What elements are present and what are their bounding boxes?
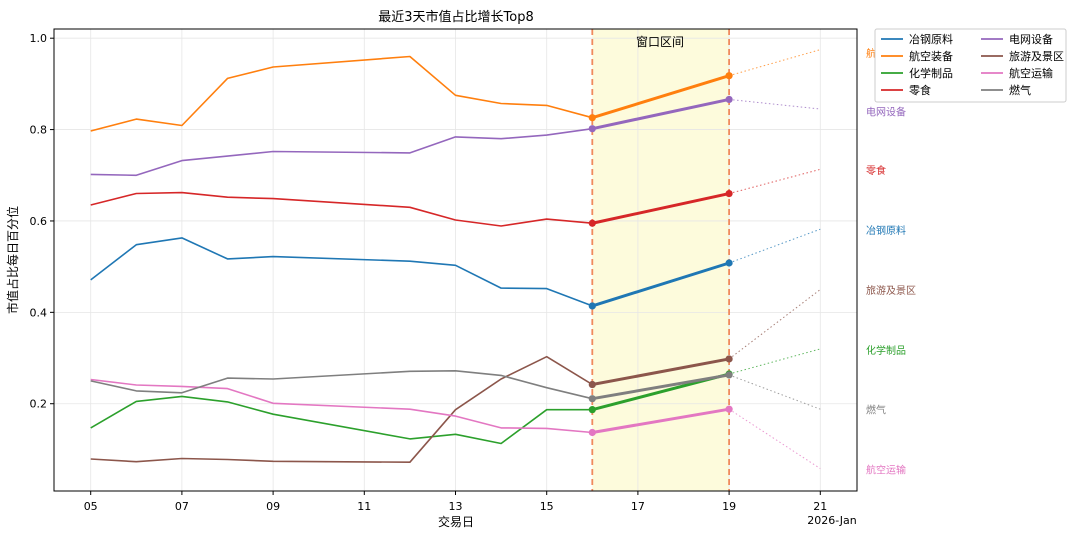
window-start-point (588, 428, 596, 437)
window-start-point (588, 406, 596, 414)
series-window-segment (590, 192, 731, 225)
right-label: 化学制品 (866, 344, 906, 357)
series-line (90, 355, 593, 464)
x-axis-suffix: 2026-Jan (807, 514, 857, 527)
series-window-segment (590, 97, 731, 131)
window-start-point (588, 114, 596, 122)
right-label: 燃气 (866, 404, 886, 417)
projection-line (728, 348, 821, 375)
series-line (90, 369, 593, 400)
legend-label: 化学制品 (909, 66, 953, 80)
x-tick-label: 15 (540, 500, 554, 513)
series-line (90, 237, 593, 307)
legend-label: 航空运输 (1009, 66, 1053, 80)
x-axis-label: 交易日 (438, 514, 474, 529)
window-end-point (725, 189, 733, 198)
y-tick-label: 0.6 (30, 215, 48, 228)
right-label: 零食 (866, 164, 886, 177)
projection-lines (728, 49, 821, 470)
series-window-segment (590, 373, 731, 401)
projection-line (728, 228, 821, 264)
projection-line (728, 49, 821, 77)
legend-label: 冶钢原料 (909, 32, 953, 46)
right-label: 电网设备 (866, 105, 906, 118)
projection-line (728, 374, 821, 410)
projection-line (728, 408, 821, 470)
series-line (90, 378, 593, 434)
right-label: 冶钢原料 (866, 224, 906, 237)
x-tick-label: 09 (266, 500, 280, 513)
y-axis: 0.2 0.4 0.6 0.8 1.0 (30, 32, 54, 411)
legend-label: 燃气 (1009, 83, 1031, 97)
x-tick-label: 13 (449, 500, 463, 513)
window-end-point (725, 355, 733, 363)
y-tick-label: 0.8 (30, 124, 48, 137)
x-tick-label: 17 (631, 500, 645, 513)
right-label: 航空运输 (866, 464, 906, 477)
window-start-point (588, 219, 596, 227)
y-axis-label: 市值占比每日百分位 (5, 206, 20, 314)
x-tick-label: 11 (357, 500, 371, 513)
projection-line (728, 168, 821, 195)
y-tick-label: 0.2 (30, 398, 48, 411)
series-line (90, 127, 593, 177)
projection-line (728, 289, 821, 360)
legend-label: 零食 (909, 83, 931, 97)
window-end-point (725, 72, 733, 80)
legend-label: 旅游及景区 (1009, 49, 1064, 63)
series-line (90, 191, 593, 227)
projection-line (729, 98, 821, 110)
series-window-segment (590, 357, 731, 387)
window-start-point (588, 395, 596, 403)
window-start-point (588, 302, 596, 310)
window-label: 窗口区间 (636, 35, 684, 49)
right-side-labels: 航空装备电网设备零食冶钢原料旅游及景区化学制品燃气航空运输 (866, 47, 916, 477)
series-lines (90, 55, 731, 464)
x-tick-label: 21 (813, 500, 827, 513)
window-end-point (725, 95, 733, 104)
window-end-point (725, 405, 733, 413)
legend-label: 航空装备 (909, 49, 953, 63)
series-line (90, 395, 593, 445)
chart-title: 最近3天市值占比增长Top8 (378, 9, 533, 25)
window-start-point (588, 380, 596, 389)
x-axis: 05 07 09 11 13 15 17 19 21 (84, 491, 827, 513)
window-start-point (588, 125, 596, 133)
right-label: 旅游及景区 (866, 284, 916, 297)
window-end-point (725, 371, 733, 379)
x-tick-label: 19 (722, 500, 736, 513)
y-tick-label: 0.4 (30, 306, 48, 319)
legend-label: 电网设备 (1009, 32, 1053, 46)
series-window-segment (590, 407, 731, 435)
series-window-segment (590, 74, 731, 120)
window-end-point (725, 259, 733, 267)
x-tick-label: 07 (175, 500, 189, 513)
x-tick-label: 05 (84, 500, 98, 513)
y-tick-label: 1.0 (30, 32, 48, 45)
grid-lines (54, 29, 857, 491)
series-window-segment (590, 261, 731, 308)
window-points (588, 72, 733, 437)
series-line (90, 55, 593, 132)
legend-box (874, 28, 1067, 103)
